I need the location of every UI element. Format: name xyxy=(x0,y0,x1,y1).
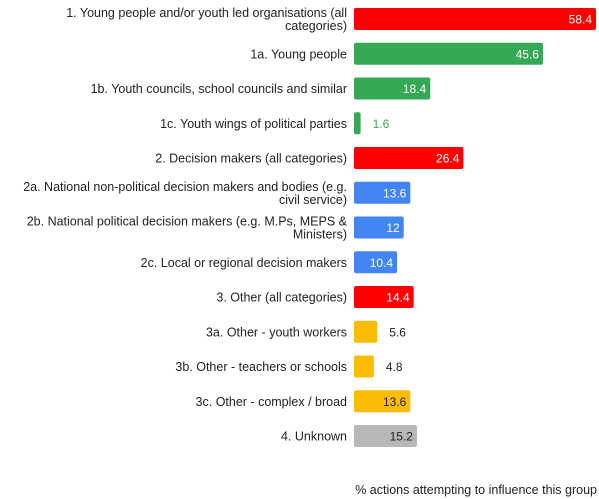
category-label-12: 4. Unknown xyxy=(281,430,347,444)
bar-8 xyxy=(354,286,414,308)
bar-4 xyxy=(354,147,464,169)
value-label-3: 1.6 xyxy=(373,117,390,131)
value-labels: 58.4 45.6 18.4 1.6 26.4 13.6 12 10.4 14.4 5.6 4.8 1… xyxy=(370,13,593,444)
category-label-6: 2b. National political decision makers (… xyxy=(27,215,348,242)
value-label-8: 14.4 xyxy=(386,291,410,305)
bar-10 xyxy=(354,355,374,378)
category-labels: 1. Young people and/or youth led organis… xyxy=(23,6,347,444)
value-label-12: 15.2 xyxy=(390,430,414,444)
bar-1 xyxy=(354,42,543,65)
x-axis-title: % actions attempting to influence this g… xyxy=(355,483,597,497)
bar-9 xyxy=(354,320,378,343)
category-label-11: 3c. Other - complex / broad xyxy=(196,395,348,409)
category-label-1: 1a. Young people xyxy=(250,47,347,61)
bar-11 xyxy=(354,390,411,413)
value-label-5: 13.6 xyxy=(383,186,407,200)
value-label-9: 5.6 xyxy=(389,325,406,339)
bar-12 xyxy=(354,425,417,447)
category-label-2: 1b. Youth councils, school councils and … xyxy=(91,82,347,96)
bar-2 xyxy=(354,77,431,100)
category-label-8: 3. Other (all categories) xyxy=(216,291,347,305)
value-label-10: 4.8 xyxy=(386,360,403,374)
category-label-7: 2c. Local or regional decision makers xyxy=(141,256,347,270)
bar-5 xyxy=(354,181,411,204)
bar-7 xyxy=(354,251,398,274)
value-label-4: 26.4 xyxy=(436,152,460,166)
category-label-4: 2. Decision makers (all categories) xyxy=(155,152,347,166)
value-label-2: 18.4 xyxy=(403,82,427,96)
category-label-9: 3a. Other - youth workers xyxy=(206,325,347,339)
bar-3 xyxy=(354,112,361,135)
bar-0 xyxy=(354,8,596,30)
category-label-10: 3b. Other - teachers or schools xyxy=(175,360,347,374)
category-label-3: 1c. Youth wings of political parties xyxy=(160,117,347,131)
bar-6 xyxy=(354,216,404,239)
category-label-0: 1. Young people and/or youth led organis… xyxy=(66,6,347,33)
value-label-11: 13.6 xyxy=(383,395,407,409)
value-label-7: 10.4 xyxy=(370,256,394,270)
bars-group xyxy=(354,8,596,447)
value-label-6: 12 xyxy=(386,221,400,235)
value-label-1: 45.6 xyxy=(516,47,540,61)
value-label-0: 58.4 xyxy=(569,13,593,27)
category-label-5: 2a. National non-political decision make… xyxy=(23,180,347,207)
